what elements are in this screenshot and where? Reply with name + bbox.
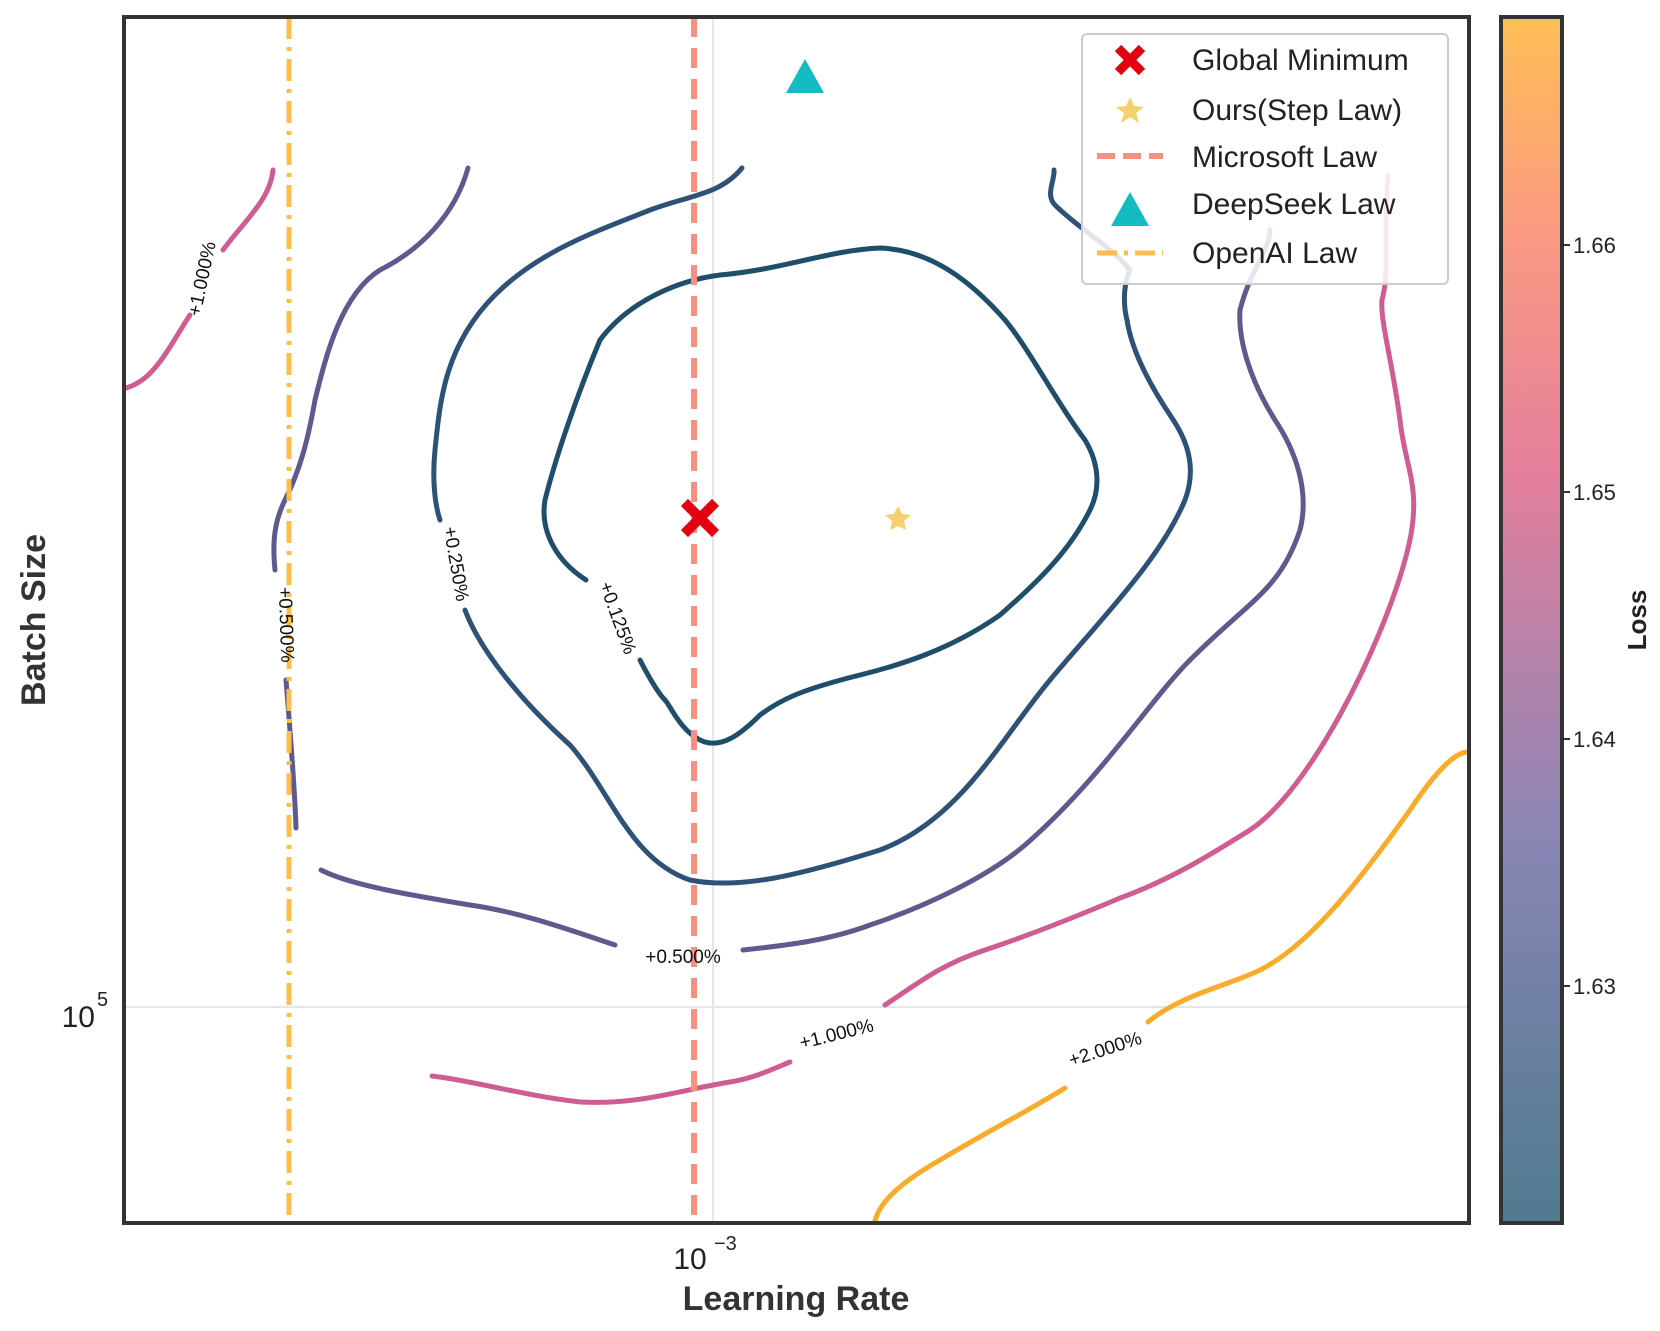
- legend-star-icon: [1116, 97, 1144, 123]
- plot-border: [122, 15, 1471, 1225]
- legend-label-microsoft-law: Microsoft Law: [1192, 141, 1377, 174]
- contour-label-0-500-left: +0.500%: [274, 587, 298, 663]
- deepseek-law-marker: [786, 59, 824, 93]
- legend-frame: [1081, 33, 1449, 285]
- colorbar-tick-1-64: 1.64: [1573, 727, 1616, 752]
- legend-label-global-minimum: Global Minimum: [1192, 44, 1409, 77]
- y-tick-label: 10: [62, 1001, 95, 1034]
- contour-line-0-500-right: [318, 227, 1306, 953]
- contour-line-1-000-bottom: [429, 172, 1417, 1105]
- x-tick-exponent: −3: [714, 1233, 737, 1255]
- colorbar-tick-1-63: 1.63: [1573, 974, 1616, 999]
- y-axis-title: Batch Size: [15, 534, 53, 706]
- legend-label-openai-law: OpenAI Law: [1192, 237, 1357, 270]
- legend-triangle-icon: [1111, 192, 1149, 226]
- x-axis-title: Learning Rate: [683, 1280, 910, 1318]
- legend-label-deepseek-law: DeepSeek Law: [1192, 188, 1396, 221]
- colorbar-tick-1-65: 1.65: [1573, 480, 1616, 505]
- contour-line-2-000: [872, 749, 1469, 1223]
- step-law-marker: [885, 506, 911, 530]
- contour-layer: [124, 17, 1469, 1223]
- legend-label-step-law: Ours(Step Law): [1192, 94, 1402, 127]
- y-tick-exponent: 5: [97, 989, 108, 1011]
- contour-label-0-500-bottom: +0.500%: [645, 947, 721, 968]
- x-tick-label: 10: [673, 1243, 706, 1276]
- global-minimum-marker: [680, 498, 720, 538]
- colorbar-title: Loss: [1622, 590, 1652, 651]
- colorbar: 1.63 1.64 1.65 1.66 Loss: [1499, 15, 1652, 1225]
- contour-line-1-000-left: [124, 167, 276, 391]
- legend: Global Minimum Ours(Step Law) Microsoft …: [1081, 33, 1449, 285]
- contour-line-0-125: [541, 245, 1100, 746]
- colorbar-tick-1-66: 1.66: [1573, 233, 1616, 258]
- colorbar-gradient: [1499, 15, 1564, 1225]
- legend-x-icon: [1114, 44, 1146, 76]
